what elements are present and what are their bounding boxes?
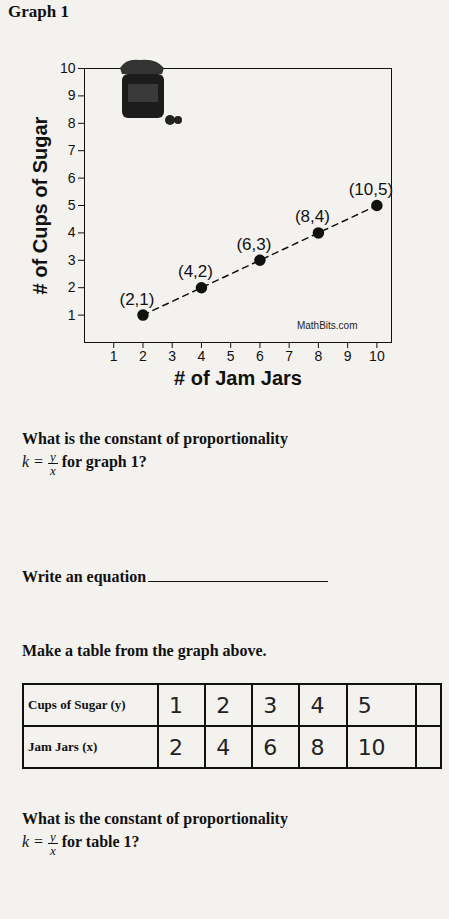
svg-text:3: 3 (68, 252, 76, 268)
svg-text:2: 2 (68, 279, 76, 295)
html-text:2: 2 (216, 692, 231, 718)
html-text:x for table 1?: x for table 1? (49, 833, 140, 858)
svg-text:2: 2 (139, 348, 147, 364)
svg-text:(2,1): (2,1) (119, 290, 154, 309)
svg-text:10: 10 (369, 348, 385, 364)
html-text:5: 5 (357, 692, 372, 718)
html-text:4: 4 (310, 692, 325, 718)
svg-text:5: 5 (68, 197, 76, 213)
svg-text:8: 8 (315, 348, 323, 364)
html-text:What is the constant of propor: What is the constant of proportionality (22, 810, 288, 827)
html-text:k = y: k = y (22, 449, 56, 471)
svg-text:(6,3): (6,3) (236, 235, 271, 254)
html-text:6: 6 (263, 734, 278, 760)
svg-text:# of Cups of Sugar: # of Cups of Sugar (29, 116, 51, 294)
svg-text:8: 8 (68, 115, 76, 131)
html-text:x for graph 1?: x for graph 1? (49, 453, 147, 478)
svg-text:7: 7 (285, 348, 293, 364)
svg-text:(8,4): (8,4) (295, 207, 330, 226)
svg-text:(10,5): (10,5) (349, 180, 393, 199)
html-text:4: 4 (216, 734, 231, 760)
svg-text:MathBits.com: MathBits.com (297, 320, 358, 331)
html-text:Graph 1: Graph 1 (8, 2, 69, 21)
html-text:Cups of Sugar (y): Cups of Sugar (y) (28, 697, 126, 712)
html-text:2: 2 (169, 734, 183, 760)
svg-text:6: 6 (256, 348, 264, 364)
svg-text:4: 4 (198, 348, 206, 364)
svg-text:5: 5 (227, 348, 235, 364)
html-text:Jam Jars (x): Jam Jars (x) (28, 739, 98, 754)
svg-text:1: 1 (68, 307, 76, 323)
svg-text:9: 9 (344, 348, 352, 364)
html-text:k = y: k = y (22, 829, 56, 851)
html-text:Make a table from the graph ab: Make a table from the graph above. (22, 642, 267, 659)
html-text:8: 8 (310, 734, 325, 760)
svg-text:10: 10 (60, 60, 76, 76)
html-text:10: 10 (357, 734, 386, 760)
svg-text:(4,2): (4,2) (178, 262, 213, 281)
svg-text:9: 9 (68, 87, 76, 103)
html-text:1: 1 (169, 692, 183, 718)
html-text:Write an equation: Write an equation (22, 568, 147, 585)
svg-text:# of Jam Jars: # of Jam Jars (174, 367, 302, 389)
html-text:What is the constant of propor: What is the constant of proportionality (22, 430, 288, 447)
svg-text:1: 1 (110, 348, 118, 364)
svg-text:4: 4 (68, 224, 76, 240)
svg-text:3: 3 (168, 348, 176, 364)
html-text:3: 3 (263, 692, 278, 718)
svg-text:6: 6 (68, 170, 76, 186)
svg-text:7: 7 (68, 142, 76, 158)
